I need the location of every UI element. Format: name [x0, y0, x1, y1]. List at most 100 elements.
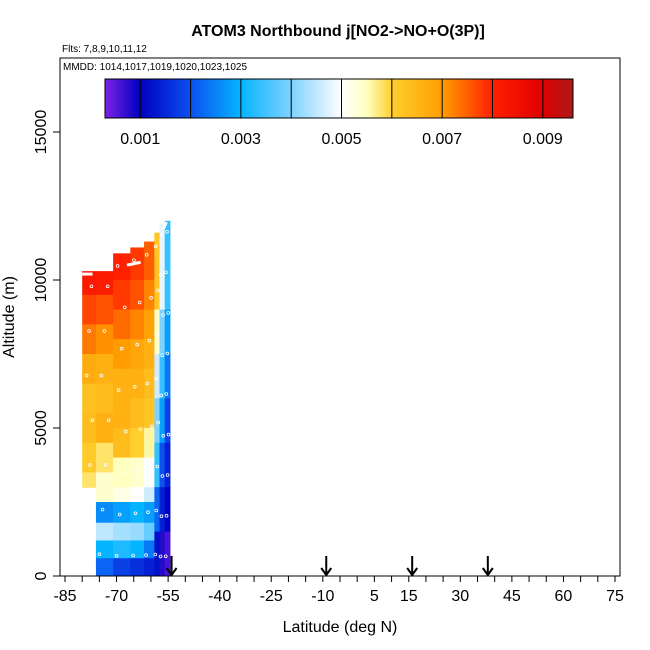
sample-marker	[103, 463, 108, 467]
heatmap-cell	[144, 241, 155, 281]
heatmap-cell	[154, 398, 161, 444]
heatmap-cell	[95, 383, 114, 414]
sample-marker	[164, 513, 169, 518]
heatmap-cell	[159, 487, 166, 533]
sample-marker	[84, 373, 89, 378]
sample-marker	[87, 329, 91, 333]
heatmap-cell	[95, 354, 114, 385]
heatmap-cell	[113, 487, 131, 503]
latitude-arrow-icon	[165, 556, 178, 577]
heatmap-cell	[130, 398, 145, 429]
x-tick-label: -10	[311, 588, 334, 605]
sample-marker	[156, 288, 160, 293]
profile-column-1	[95, 271, 114, 576]
x-tick-label: -55	[157, 588, 180, 605]
x-axis: -85 -70 -55 -40 -25 -10 5 15 30 45 60 75	[53, 576, 624, 605]
profile-column-7	[164, 220, 171, 576]
sample-marker	[117, 512, 122, 517]
sample-marker	[148, 467, 152, 472]
x-tick-label: 5	[370, 588, 379, 605]
colorbar-label: 0.003	[221, 131, 261, 148]
sample-marker	[146, 510, 150, 515]
heatmap-cell	[164, 442, 171, 488]
sample-marker	[161, 433, 166, 438]
heatmap-cell	[154, 309, 161, 355]
heatmap-cell	[95, 502, 114, 524]
sample-marker	[121, 471, 125, 475]
sample-marker	[119, 346, 124, 351]
heatmap-cell	[113, 428, 131, 459]
latitude-arrow-icon	[406, 556, 419, 577]
x-tick-label: -25	[260, 588, 283, 605]
heatmap-cell	[144, 487, 155, 503]
heatmap-cell	[144, 428, 155, 459]
x-tick-label: -70	[105, 588, 128, 605]
heatmap-cell	[144, 309, 155, 340]
sample-marker	[135, 342, 140, 347]
heatmap-cell	[130, 428, 145, 459]
sample-marker	[114, 553, 119, 558]
heatmap-cell	[130, 487, 145, 503]
sample-marker	[136, 469, 140, 473]
sample-marker	[144, 553, 148, 557]
heatmap-cell	[95, 413, 114, 444]
heatmap-cell	[113, 398, 131, 429]
heatmap-cell	[95, 294, 114, 325]
heatmap-cell	[144, 339, 155, 370]
colorbar-label: 0.001	[120, 131, 160, 148]
heatmap-cell	[82, 354, 97, 385]
sample-marker	[159, 272, 163, 277]
x-tick-label: -85	[53, 588, 76, 605]
x-tick-label: 15	[400, 588, 418, 605]
sample-marker	[153, 244, 158, 249]
profile-column-5	[154, 232, 161, 576]
heatmap-cell	[113, 522, 131, 542]
sample-marker	[149, 295, 153, 300]
heatmap-cell	[154, 531, 161, 576]
sample-marker	[160, 474, 165, 478]
sample-marker	[145, 381, 150, 386]
sample-marker	[159, 514, 164, 518]
sample-marker	[153, 552, 158, 557]
heatmap-cell	[82, 442, 97, 473]
heatmap-cell	[130, 522, 145, 542]
heatmap-cell	[95, 540, 114, 559]
x-tick-label: 60	[555, 588, 573, 605]
heatmap-cell	[82, 472, 97, 488]
latitude-arrow-icon	[481, 556, 494, 577]
heatmap-cell	[95, 271, 114, 296]
dates-subtitle: MMDD: 1014,1017,1019,1020,1023,1025	[63, 62, 247, 73]
sample-marker	[155, 464, 160, 469]
sample-marker	[85, 507, 90, 512]
x-tick-label: 30	[451, 588, 469, 605]
heatmap-cell	[113, 457, 131, 488]
sample-marker	[166, 432, 171, 437]
sample-marker	[161, 313, 165, 317]
sample-marker	[90, 418, 95, 423]
heatmap-cell	[113, 540, 131, 559]
sample-marker	[165, 351, 170, 356]
sample-marker	[83, 552, 87, 556]
flight-track-segment	[126, 260, 141, 267]
profile-column-6	[159, 223, 166, 576]
heatmap-cell	[95, 324, 114, 355]
heatmap-cell	[164, 220, 171, 311]
heatmap-cell	[82, 271, 97, 296]
heatmap-cell	[144, 558, 155, 576]
heatmap-cell	[130, 558, 145, 576]
heatmap-cell	[144, 280, 155, 311]
heatmap-cell	[130, 339, 145, 370]
profile-column-0	[82, 271, 97, 488]
sample-marker	[131, 553, 135, 558]
y-tick-label: 5000	[33, 410, 50, 446]
sample-marker	[105, 284, 110, 289]
x-tick-label: 75	[606, 588, 624, 605]
heatmap-cell	[95, 522, 114, 542]
y-tick-label: 15000	[33, 110, 50, 155]
sample-marker	[100, 507, 105, 512]
sample-marker	[99, 373, 104, 378]
heatmap-cell	[154, 354, 161, 399]
heatmap-cell	[159, 398, 166, 444]
heatmap-cell	[144, 522, 155, 542]
plot-area	[82, 220, 171, 576]
